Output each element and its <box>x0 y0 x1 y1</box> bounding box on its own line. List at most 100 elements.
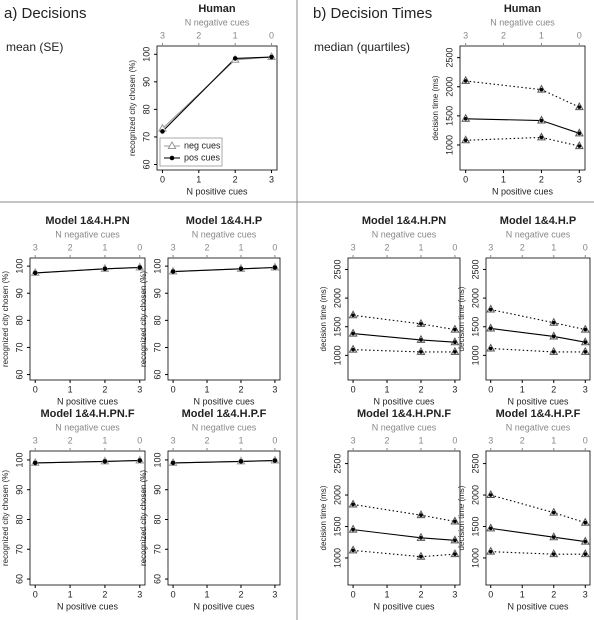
x-tick-label: 0 <box>488 384 493 394</box>
x-tick-label: 0 <box>171 384 176 394</box>
y-tick-label: 60 <box>152 370 162 380</box>
x2-tick-label: 3 <box>160 30 165 40</box>
chart-title: Model 1&4.H.P.F <box>496 408 581 420</box>
series-line <box>353 314 456 331</box>
x-tick-label: 1 <box>501 174 506 184</box>
y-axis-label: decision time (ms) <box>457 286 466 351</box>
x-tick-label: 2 <box>551 384 556 394</box>
x2-tick-label: 2 <box>68 242 73 252</box>
y-tick-label: 80 <box>152 514 162 524</box>
marker <box>351 548 355 553</box>
marker <box>453 350 457 354</box>
x2-tick-label: 2 <box>385 242 390 252</box>
x2-tick-label: 2 <box>501 30 506 40</box>
chart-title: Model 1&4.H.P.F <box>182 408 267 420</box>
marker <box>488 326 493 331</box>
x2-tick-label: 2 <box>385 435 390 445</box>
x-tick-label: 2 <box>233 174 238 184</box>
y-tick-label: 100 <box>141 47 151 62</box>
y-tick-label: 60 <box>152 574 162 584</box>
x2-axis-label: N negative cues <box>506 229 571 239</box>
y-tick-label: 1500 <box>444 106 454 126</box>
x-axis-label: N positive cues <box>373 601 435 611</box>
marker <box>463 116 468 121</box>
marker <box>170 460 176 466</box>
x-axis-label: N positive cues <box>57 601 119 611</box>
x2-tick-label: 2 <box>205 435 210 445</box>
series-line <box>465 136 580 147</box>
x2-tick-label: 1 <box>238 242 243 252</box>
y-axis-label: recognized city chosen (%) <box>1 271 10 367</box>
x2-tick-label: 0 <box>269 30 274 40</box>
y-tick-label: 2500 <box>332 454 342 474</box>
marker <box>351 347 355 352</box>
y-tick-label: 1000 <box>444 135 454 155</box>
marker <box>170 269 176 274</box>
y-tick-label: 60 <box>14 574 24 584</box>
x2-tick-label: 0 <box>583 242 588 252</box>
legend-box <box>159 137 223 167</box>
marker <box>269 54 274 60</box>
marker <box>272 458 278 463</box>
x2-tick-label: 3 <box>171 435 176 445</box>
x-tick-label: 2 <box>102 384 107 394</box>
series-line <box>162 56 272 130</box>
x-tick-label: 0 <box>160 174 165 184</box>
x2-axis-label: N negative cues <box>372 422 437 432</box>
x2-tick-label: 2 <box>205 242 210 252</box>
series-line <box>353 333 455 343</box>
y-tick-label: 90 <box>152 288 162 298</box>
y-tick-label: 1500 <box>470 516 480 536</box>
x2-tick-label: 3 <box>488 242 493 252</box>
x-tick-label: 3 <box>583 384 588 394</box>
marker <box>102 459 108 464</box>
marker <box>577 144 582 148</box>
plot-box <box>485 257 591 381</box>
x2-tick-label: 1 <box>418 242 423 252</box>
marker <box>232 56 238 61</box>
y-axis-label: decision time (ms) <box>319 485 328 550</box>
chart-title: Model 1&4.H.P <box>186 215 262 227</box>
x-tick-label: 0 <box>33 589 38 599</box>
y-tick-label: 2000 <box>470 288 480 308</box>
marker <box>137 265 143 270</box>
marker <box>583 350 588 354</box>
chart-title: Model 1&4.H.PN.F <box>357 408 451 420</box>
marker <box>351 331 355 336</box>
y-tick-label: 100 <box>14 259 24 274</box>
x2-tick-label: 3 <box>351 435 356 445</box>
section-title: b) Decision Times <box>313 5 432 22</box>
x2-tick-label: 2 <box>520 242 525 252</box>
y-tick-label: 90 <box>141 77 151 87</box>
x2-tick-label: 0 <box>137 242 142 252</box>
marker <box>419 536 423 540</box>
x2-tick-label: 1 <box>233 30 238 40</box>
y-tick-label: 1000 <box>332 548 342 568</box>
series-line <box>490 309 586 331</box>
plot-box <box>347 450 461 586</box>
x-axis-label: N positive cues <box>507 601 569 611</box>
y-tick-label: 90 <box>14 288 24 298</box>
y-tick-label: 1000 <box>470 548 480 568</box>
chart-title: Human <box>504 3 542 15</box>
y-tick-label: 80 <box>152 315 162 325</box>
x2-tick-label: 1 <box>551 435 556 445</box>
marker <box>453 519 457 524</box>
series-line <box>35 266 140 274</box>
marker <box>551 350 556 354</box>
x-tick-label: 2 <box>539 174 544 184</box>
x2-tick-label: 2 <box>520 435 525 445</box>
y-tick-label: 2500 <box>470 454 480 474</box>
marker <box>488 526 493 531</box>
marker <box>488 346 493 351</box>
x2-tick-label: 0 <box>272 242 277 252</box>
chart-title: Human <box>198 3 236 15</box>
marker <box>539 87 544 92</box>
series-line <box>490 551 586 555</box>
x-axis-label: N positive cues <box>57 396 119 406</box>
plot-box <box>485 450 591 586</box>
chart-title: Model 1&4.H.PN <box>45 215 129 227</box>
marker <box>32 270 38 276</box>
x2-tick-label: 3 <box>33 435 38 445</box>
series-line <box>162 56 272 132</box>
